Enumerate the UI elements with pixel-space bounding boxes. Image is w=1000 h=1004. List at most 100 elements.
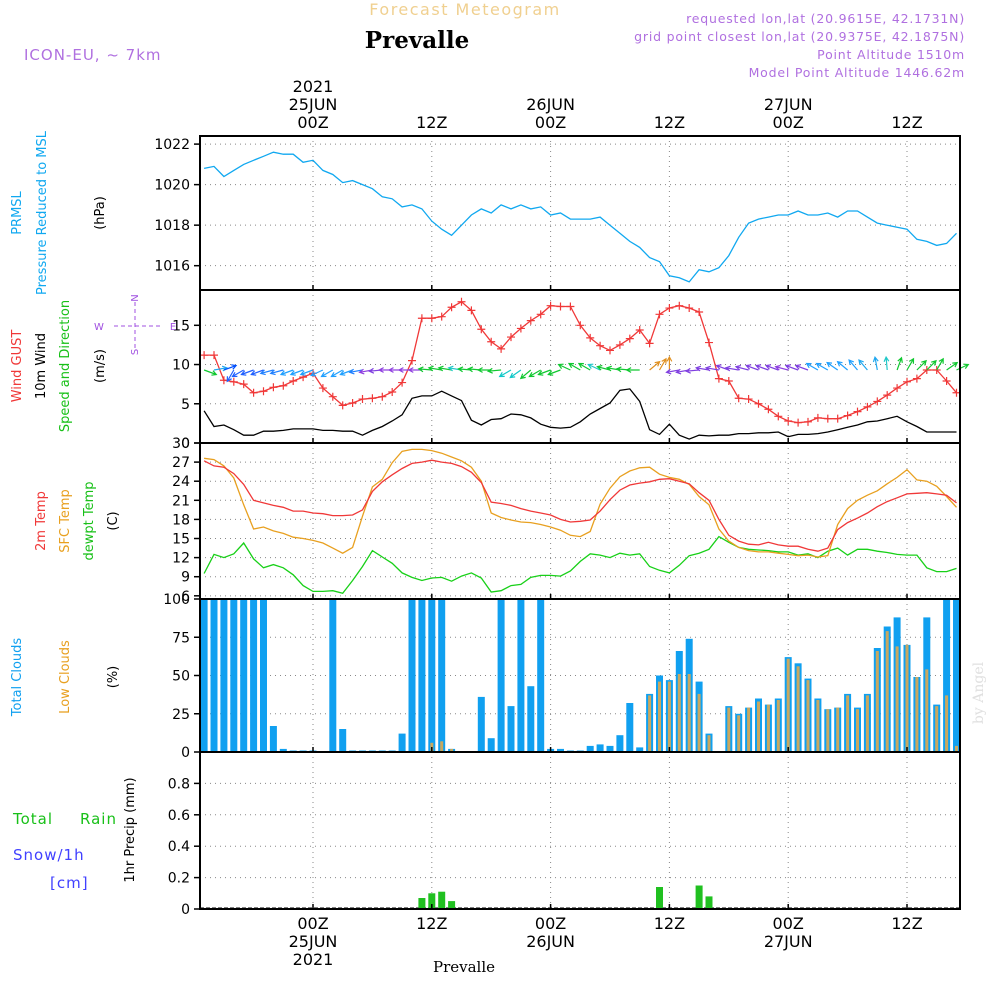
- y-tick-label: 27: [172, 455, 190, 471]
- y-tick-label: 0.6: [168, 808, 190, 824]
- gust-marker: [516, 324, 525, 333]
- total-clouds-axis-label: Total Clouds: [10, 638, 25, 718]
- bottom-axis-label: 00Z: [297, 914, 328, 933]
- low-cloud-bar: [875, 651, 879, 752]
- gust-marker: [685, 304, 694, 313]
- top-axis-label: 00Z: [297, 113, 328, 132]
- gust-marker: [724, 377, 733, 386]
- wind-arrow: [946, 361, 959, 371]
- y-tick-label: 0: [181, 902, 190, 918]
- y-tick-label: 21: [172, 493, 190, 509]
- temperature-panel: 6 9 12 15 18 21 24 27 30 2m Temp SFC Temp dewpt …: [34, 436, 961, 605]
- pressure-unit-label: (hPa): [93, 196, 108, 230]
- rain-bar: [705, 896, 713, 909]
- temp-unit-label: (C): [106, 511, 121, 530]
- wind-arrow: [815, 362, 829, 371]
- gust-marker: [596, 341, 605, 350]
- gust-marker: [655, 310, 664, 319]
- wind-frame: [199, 289, 961, 444]
- snow-label: Snow/1h: [13, 846, 85, 864]
- total-cloud-bar: [210, 599, 218, 752]
- low-cloud-bar: [450, 748, 454, 752]
- top-axis-label: 00Z: [773, 113, 804, 132]
- wind-arrow: [330, 369, 343, 378]
- sfctemp-line: [204, 448, 957, 558]
- low-cloud-bar: [836, 707, 840, 752]
- gust-marker: [546, 301, 555, 310]
- compass-e: E: [170, 322, 176, 333]
- wind-arrow: [557, 363, 571, 371]
- wind-arrow: [320, 369, 334, 378]
- low-cloud-bar: [697, 693, 701, 752]
- gust-marker: [388, 388, 397, 396]
- y-tick-label: 15: [172, 532, 190, 548]
- gust-marker: [645, 339, 654, 348]
- temp2m-line: [203, 459, 957, 552]
- gust-marker: [714, 374, 723, 383]
- wind-arrow: [309, 369, 324, 377]
- wind-arrow: [684, 367, 700, 374]
- low-cloud-bar: [856, 709, 859, 752]
- gust-marker: [437, 312, 446, 321]
- y-tick-label: 6: [181, 589, 190, 605]
- low-cloud-bar: [757, 701, 760, 752]
- gust-marker: [794, 418, 803, 427]
- total-cloud-bar: [250, 599, 258, 752]
- wind-arrow: [203, 369, 218, 376]
- gust-marker: [279, 381, 288, 390]
- clouds-unit-label: (%): [106, 666, 121, 689]
- gust-marker: [932, 366, 941, 375]
- gust-marker: [695, 307, 704, 316]
- gust-marker: [843, 411, 852, 420]
- gust-marker: [338, 401, 347, 410]
- top-axis-label: 25JUN: [289, 95, 338, 114]
- top-axis-label: 2021: [293, 77, 334, 96]
- rain-bar: [695, 885, 703, 909]
- wind-arrow: [498, 369, 512, 378]
- low-cloud-bar: [727, 707, 731, 752]
- low-cloud-bar: [796, 666, 800, 752]
- total-cloud-bar: [279, 748, 287, 752]
- dewpt-line: [203, 535, 957, 595]
- low-cloud-bar: [687, 674, 691, 752]
- bottom-axis-label: 26JUN: [526, 932, 575, 951]
- rain-bar: [448, 901, 456, 909]
- rain-bar: [656, 887, 663, 909]
- total-cloud-bar: [329, 599, 337, 752]
- wind-arrow: [259, 369, 274, 376]
- top-axis-label: 26JUN: [526, 95, 575, 114]
- gust-marker: [417, 314, 426, 323]
- gust-marker: [467, 306, 476, 315]
- gust-marker: [903, 377, 911, 386]
- y-tick-label: 75: [172, 630, 190, 646]
- gust-marker: [912, 374, 921, 383]
- top-axis-label: 27JUN: [764, 95, 813, 114]
- temp2m-axis-label: 2m Temp: [34, 491, 49, 551]
- wind-arrow: [299, 369, 314, 376]
- bottom-axis-label: 2021: [293, 950, 334, 969]
- bottom-axis-label: 00Z: [535, 914, 566, 933]
- gust-marker: [348, 398, 357, 407]
- wind-arrow: [936, 357, 944, 371]
- total-cloud-bar: [487, 738, 495, 752]
- y-tick-label: 18: [172, 512, 190, 528]
- gust-marker: [526, 316, 535, 325]
- wind-arrow: [858, 359, 868, 371]
- gust-marker: [556, 302, 565, 311]
- gust-marker: [269, 383, 278, 392]
- gust-marker: [615, 340, 624, 349]
- prmsl-axis-label: PRMSL: [10, 190, 25, 234]
- low-cloud-bar: [846, 695, 850, 752]
- gust-marker: [289, 377, 298, 386]
- wind-arrow: [427, 365, 442, 372]
- y-tick-label: 100: [163, 592, 190, 608]
- wind-arrow: [715, 364, 730, 371]
- gust-marker: [734, 394, 743, 403]
- top-axis-label: 12Z: [654, 113, 685, 132]
- gust-marker: [447, 303, 456, 312]
- gust-marker: [873, 397, 882, 406]
- total-cloud-bar: [438, 599, 446, 752]
